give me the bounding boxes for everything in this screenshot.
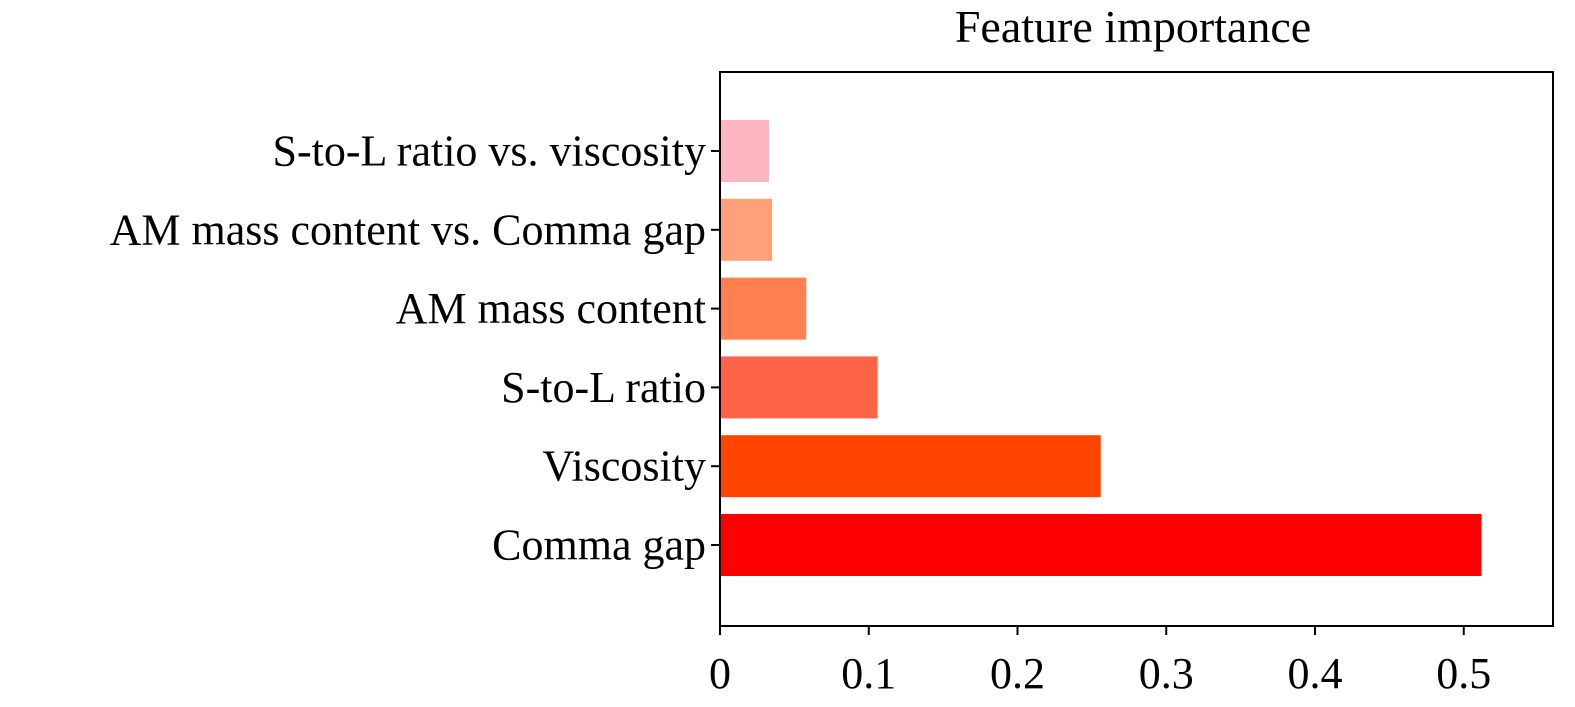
y-tick-label-0: S-to-L ratio vs. viscosity	[273, 127, 706, 176]
x-tick-label-3: 0.3	[1139, 649, 1194, 698]
x-axis: 0 0.1 0.2 0.3 0.4 0.5	[709, 626, 1491, 698]
bar-0	[720, 120, 770, 182]
x-tick-label-1: 0.1	[841, 649, 896, 698]
plot-frame	[719, 71, 1554, 627]
x-tick-label-4: 0.4	[1288, 649, 1343, 698]
bar-1	[720, 198, 773, 261]
x-tick-label-0: 0	[709, 649, 731, 698]
x-tick-label-2: 0.2	[990, 649, 1045, 698]
y-tick-label-1: AM mass content vs. Comma gap	[110, 205, 706, 254]
bar-3	[720, 356, 878, 419]
y-tick-label-4: Viscosity	[542, 442, 706, 491]
x-tick-label-5: 0.5	[1436, 649, 1491, 698]
y-tick-label-2: AM mass content	[396, 284, 706, 333]
y-tick-label-3: S-to-L ratio	[501, 363, 706, 412]
bars-layer	[720, 120, 1482, 576]
chart-title: Feature importance	[955, 1, 1311, 52]
bar-5	[720, 514, 1482, 576]
y-axis: S-to-L ratio vs. viscosity AM mass conten…	[110, 127, 720, 570]
bar-4	[720, 435, 1101, 498]
y-tick-label-5: Comma gap	[492, 521, 706, 570]
bar-2	[720, 277, 807, 340]
